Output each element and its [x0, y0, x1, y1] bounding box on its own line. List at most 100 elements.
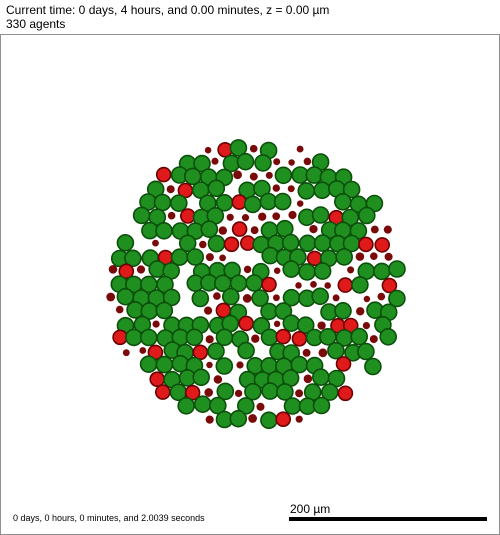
- red-cell: [374, 237, 391, 253]
- small-particle: [226, 213, 234, 221]
- green-cell: [260, 411, 278, 430]
- small-particle: [122, 349, 130, 357]
- green-cell: [298, 263, 316, 281]
- small-particle: [213, 292, 221, 300]
- red-cell: [112, 329, 128, 346]
- green-cell: [379, 327, 398, 346]
- small-particle: [302, 348, 311, 357]
- green-cell: [237, 397, 255, 415]
- green-cell: [177, 396, 195, 415]
- green-cell: [261, 246, 280, 265]
- green-cell: [155, 301, 174, 320]
- small-particle: [249, 144, 258, 153]
- green-cell: [333, 193, 352, 211]
- green-cell: [245, 274, 263, 292]
- small-particle: [167, 211, 176, 220]
- small-particle: [152, 320, 160, 328]
- red-cell: [231, 194, 248, 210]
- small-particle: [355, 252, 365, 261]
- green-cell: [200, 220, 219, 238]
- small-particle: [205, 253, 214, 262]
- green-cell: [191, 289, 210, 308]
- green-cell: [186, 248, 204, 266]
- small-particle: [256, 402, 265, 411]
- small-particle: [296, 200, 304, 207]
- small-particle: [242, 294, 252, 303]
- scale-bar-label: 200 µm: [290, 502, 331, 516]
- green-cell: [350, 327, 369, 346]
- red-cell: [180, 208, 196, 224]
- green-cell: [236, 152, 255, 171]
- green-cell: [312, 396, 331, 415]
- green-cell: [296, 316, 315, 335]
- red-cell: [155, 384, 171, 400]
- green-cell: [311, 368, 330, 387]
- green-cell: [229, 409, 248, 428]
- red-cell: [238, 315, 254, 332]
- small-particle: [199, 240, 207, 249]
- small-particle: [250, 226, 259, 235]
- green-cell: [207, 179, 226, 198]
- red-cell: [184, 384, 201, 401]
- green-cell: [274, 166, 293, 185]
- small-particle: [370, 225, 379, 234]
- small-particle: [288, 210, 297, 220]
- green-cell: [335, 248, 354, 266]
- green-cell: [311, 287, 330, 306]
- green-cell: [125, 328, 143, 347]
- green-cell: [313, 234, 332, 252]
- green-cell: [342, 180, 361, 199]
- small-particle: [309, 224, 318, 234]
- header: Current time: 0 days, 4 hours, and 0.00 …: [0, 0, 500, 34]
- green-cell: [282, 314, 301, 333]
- green-cell: [193, 395, 212, 414]
- red-cell: [155, 166, 172, 183]
- small-particle: [108, 265, 118, 274]
- small-particle: [295, 415, 303, 423]
- green-cell: [261, 382, 279, 400]
- red-cell: [275, 411, 292, 428]
- green-cell: [327, 341, 345, 360]
- green-cell: [297, 182, 316, 200]
- green-cell: [237, 341, 255, 360]
- green-cell: [276, 383, 294, 401]
- small-particle: [363, 295, 371, 303]
- agent-count-label: 330 agents: [6, 17, 66, 31]
- green-cell: [364, 357, 382, 376]
- red-cell: [261, 276, 277, 293]
- small-particle: [273, 267, 281, 274]
- small-particle: [272, 212, 281, 221]
- small-particle: [273, 158, 281, 166]
- green-cell: [229, 139, 248, 157]
- small-particle: [236, 361, 244, 369]
- green-cell: [192, 368, 210, 387]
- green-cell: [298, 234, 317, 253]
- small-particle: [324, 282, 331, 289]
- red-cell: [223, 236, 240, 253]
- small-particle: [384, 252, 393, 261]
- small-particle: [383, 225, 392, 234]
- green-cell: [222, 287, 240, 306]
- green-cell: [178, 234, 197, 253]
- small-particle: [265, 171, 273, 179]
- small-particle: [136, 265, 146, 274]
- red-cell: [149, 371, 165, 388]
- small-particle: [152, 239, 159, 247]
- green-cell: [162, 288, 181, 307]
- green-cell: [311, 206, 330, 224]
- small-particle: [251, 334, 260, 343]
- small-particle: [295, 389, 304, 398]
- small-particle: [106, 292, 116, 302]
- small-particle: [218, 226, 228, 235]
- red-cell: [275, 328, 292, 345]
- green-cell: [260, 328, 279, 347]
- small-particle: [362, 321, 371, 330]
- small-particle: [205, 335, 214, 344]
- small-particle: [248, 414, 257, 423]
- small-particle: [296, 145, 304, 153]
- green-cell: [155, 222, 173, 240]
- red-cell: [291, 330, 308, 347]
- green-cell: [334, 301, 352, 320]
- small-particle: [356, 307, 365, 316]
- green-cell: [313, 262, 332, 280]
